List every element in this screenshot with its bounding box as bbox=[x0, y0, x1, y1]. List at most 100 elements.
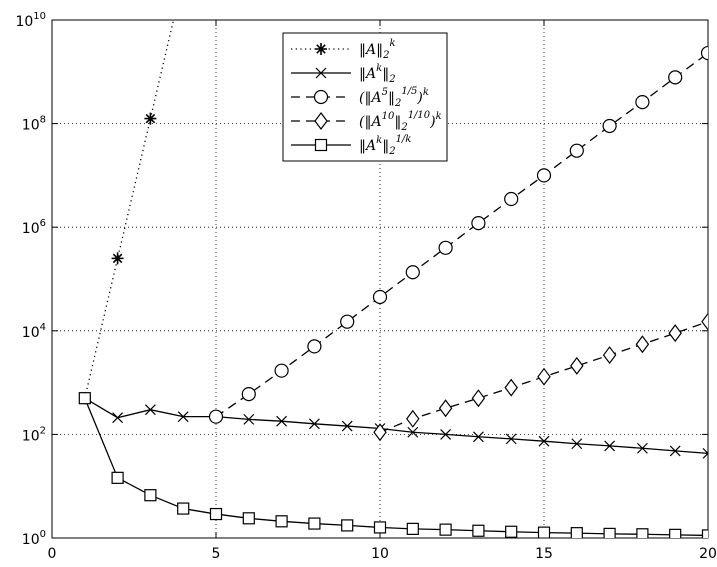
y-tick-label: 108 bbox=[22, 115, 46, 134]
data-point-square bbox=[275, 515, 288, 528]
data-point-x bbox=[472, 431, 484, 443]
data-point-asterisk bbox=[111, 252, 124, 265]
series-line bbox=[215, 52, 708, 418]
y-tick-base: 10 bbox=[22, 221, 40, 237]
data-point-diamond bbox=[373, 423, 387, 442]
y-tick-label: 1010 bbox=[15, 11, 46, 30]
data-point-square bbox=[373, 521, 387, 534]
x-tick-label: 15 bbox=[535, 546, 553, 562]
series-norm_A10_root bbox=[373, 312, 708, 442]
data-point-x bbox=[308, 418, 320, 430]
legend-mid: ‖ bbox=[382, 138, 389, 154]
data-point-x bbox=[112, 412, 124, 424]
data-point-x bbox=[702, 447, 708, 459]
data-point-square bbox=[472, 524, 485, 537]
legend-sup: 1/k bbox=[396, 134, 412, 145]
y-tick-exponent: 4 bbox=[40, 322, 46, 333]
data-point-circle bbox=[536, 168, 552, 183]
data-point-x bbox=[505, 433, 517, 445]
data-point-square bbox=[242, 512, 255, 525]
data-point-square bbox=[439, 523, 452, 536]
data-point-diamond bbox=[602, 346, 617, 365]
y-tick-exponent: 0 bbox=[40, 529, 46, 540]
legend-sup: k bbox=[390, 38, 396, 49]
data-point-circle bbox=[569, 143, 584, 158]
data-point-circle bbox=[405, 265, 420, 280]
legend-mid: ‖ bbox=[388, 90, 395, 106]
data-point-x bbox=[440, 428, 452, 440]
legend-sub: 2 bbox=[382, 50, 389, 61]
y-tick-exponent: 10 bbox=[33, 11, 46, 22]
data-point-diamond bbox=[701, 312, 708, 331]
y-tick-base: 10 bbox=[15, 14, 33, 30]
y-tick-exponent: 2 bbox=[40, 425, 46, 436]
data-point-circle bbox=[504, 191, 519, 207]
data-point-circle bbox=[307, 339, 322, 354]
data-point-square bbox=[111, 471, 124, 484]
data-point-circle bbox=[313, 89, 329, 105]
data-point-circle bbox=[438, 240, 453, 255]
x-tick-label: 0 bbox=[48, 546, 57, 562]
data-point-x bbox=[538, 435, 550, 447]
legend-sup: 1/5 bbox=[401, 86, 417, 97]
data-point-diamond bbox=[504, 378, 518, 397]
legend-entry: ‖Ak‖21/k bbox=[291, 134, 411, 157]
legend-pre: ‖A bbox=[359, 138, 376, 154]
data-point-circle bbox=[208, 409, 224, 424]
legend-entry: ‖Ak‖2 bbox=[291, 63, 396, 85]
data-point-circle bbox=[700, 45, 708, 61]
data-point-diamond bbox=[314, 112, 328, 130]
y-tick-exponent: 6 bbox=[40, 218, 46, 229]
legend-pre: (‖A bbox=[359, 114, 382, 130]
y-tick-label: 102 bbox=[22, 425, 46, 444]
data-point-circle bbox=[635, 95, 650, 110]
legend-postsup: k bbox=[436, 111, 442, 122]
data-point-square bbox=[603, 527, 616, 538]
legend-presup: 5 bbox=[382, 87, 388, 98]
data-point-square bbox=[308, 517, 321, 530]
series-group bbox=[78, 20, 708, 538]
legend-sup: 1/10 bbox=[408, 110, 431, 121]
data-point-x bbox=[341, 420, 353, 432]
data-point-square bbox=[701, 529, 708, 538]
legend-sub: 2 bbox=[388, 74, 395, 85]
legend-pre: (‖A bbox=[359, 90, 382, 106]
data-point-circle bbox=[668, 70, 683, 85]
legend: ‖A‖2k‖Ak‖2(‖A5‖21/5)k(‖A10‖21/10)k‖Ak‖21… bbox=[282, 32, 448, 162]
legend-post: ) bbox=[416, 90, 422, 106]
legend-label: ‖Ak‖21/k bbox=[359, 134, 411, 157]
legend-mid: ‖ bbox=[382, 66, 389, 82]
x-tick-label: 5 bbox=[212, 546, 221, 562]
data-point-x bbox=[571, 438, 583, 450]
data-point-circle bbox=[274, 363, 289, 378]
data-point-square bbox=[314, 138, 328, 152]
data-point-diamond bbox=[471, 389, 486, 408]
data-point-square bbox=[669, 528, 682, 538]
y-tick-label: 100 bbox=[22, 529, 46, 548]
data-point-x bbox=[636, 442, 648, 454]
legend-sub: 2 bbox=[388, 146, 395, 157]
data-point-x bbox=[604, 440, 616, 452]
legend-mid: ‖ bbox=[394, 114, 401, 130]
data-point-square bbox=[406, 522, 419, 535]
data-point-x bbox=[177, 411, 189, 423]
data-point-circle bbox=[340, 314, 355, 329]
legend-post: ) bbox=[429, 114, 435, 130]
legend-label: ‖A‖2k bbox=[359, 38, 396, 61]
y-tick-base: 10 bbox=[22, 118, 40, 134]
y-tick-label: 106 bbox=[22, 218, 46, 237]
legend-presup: 10 bbox=[382, 111, 395, 122]
data-point-square bbox=[78, 392, 91, 405]
y-tick-base: 10 bbox=[22, 532, 40, 548]
x-tick-label: 20 bbox=[699, 546, 717, 562]
legend-postsup: k bbox=[423, 87, 429, 98]
y-tick-base: 10 bbox=[22, 428, 40, 444]
data-point-circle bbox=[372, 289, 388, 305]
y-tick-base: 10 bbox=[22, 325, 40, 341]
legend-entry: (‖A5‖21/5)k bbox=[291, 86, 429, 109]
data-point-diamond bbox=[438, 399, 453, 418]
legend-presup: k bbox=[376, 135, 382, 146]
data-point-square bbox=[505, 525, 518, 538]
legend-label: ‖Ak‖2 bbox=[359, 63, 396, 85]
